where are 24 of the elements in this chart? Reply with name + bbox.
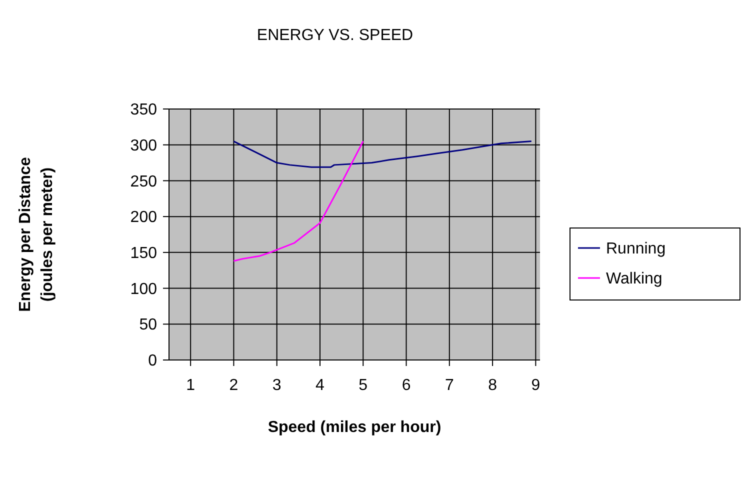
x-axis-title: Speed (miles per hour) bbox=[268, 419, 442, 436]
legend-label: Walking bbox=[606, 270, 662, 288]
y-tick-label: 50 bbox=[139, 316, 158, 334]
chart-title: ENERGY VS. SPEED bbox=[256, 27, 414, 44]
line-series bbox=[232, 140, 532, 168]
x-tick-label: 6 bbox=[402, 377, 411, 394]
line-series bbox=[232, 140, 364, 262]
legend-label: Running bbox=[606, 240, 666, 258]
y-axis-title: Energy per Distance (joules per meter) bbox=[17, 157, 56, 312]
y-tick-label: 100 bbox=[130, 280, 158, 298]
y-tick-label: 300 bbox=[130, 137, 158, 154]
x-tick-label: 5 bbox=[358, 377, 368, 394]
y-tick-label: 0 bbox=[148, 352, 158, 370]
x-tick-label: 1 bbox=[186, 377, 196, 394]
y-tick-label: 200 bbox=[130, 209, 158, 226]
x-tick-label: 3 bbox=[272, 377, 282, 394]
y-tick-label: 350 bbox=[130, 102, 158, 119]
x-tick-label: 9 bbox=[531, 377, 540, 394]
y-tick-label: 250 bbox=[130, 173, 158, 190]
x-tick-label: 8 bbox=[488, 377, 498, 394]
x-tick-label: 4 bbox=[316, 377, 325, 394]
y-tick-label: 150 bbox=[130, 245, 158, 262]
x-tick-label: 7 bbox=[444, 377, 454, 394]
x-tick-label: 2 bbox=[229, 377, 238, 394]
